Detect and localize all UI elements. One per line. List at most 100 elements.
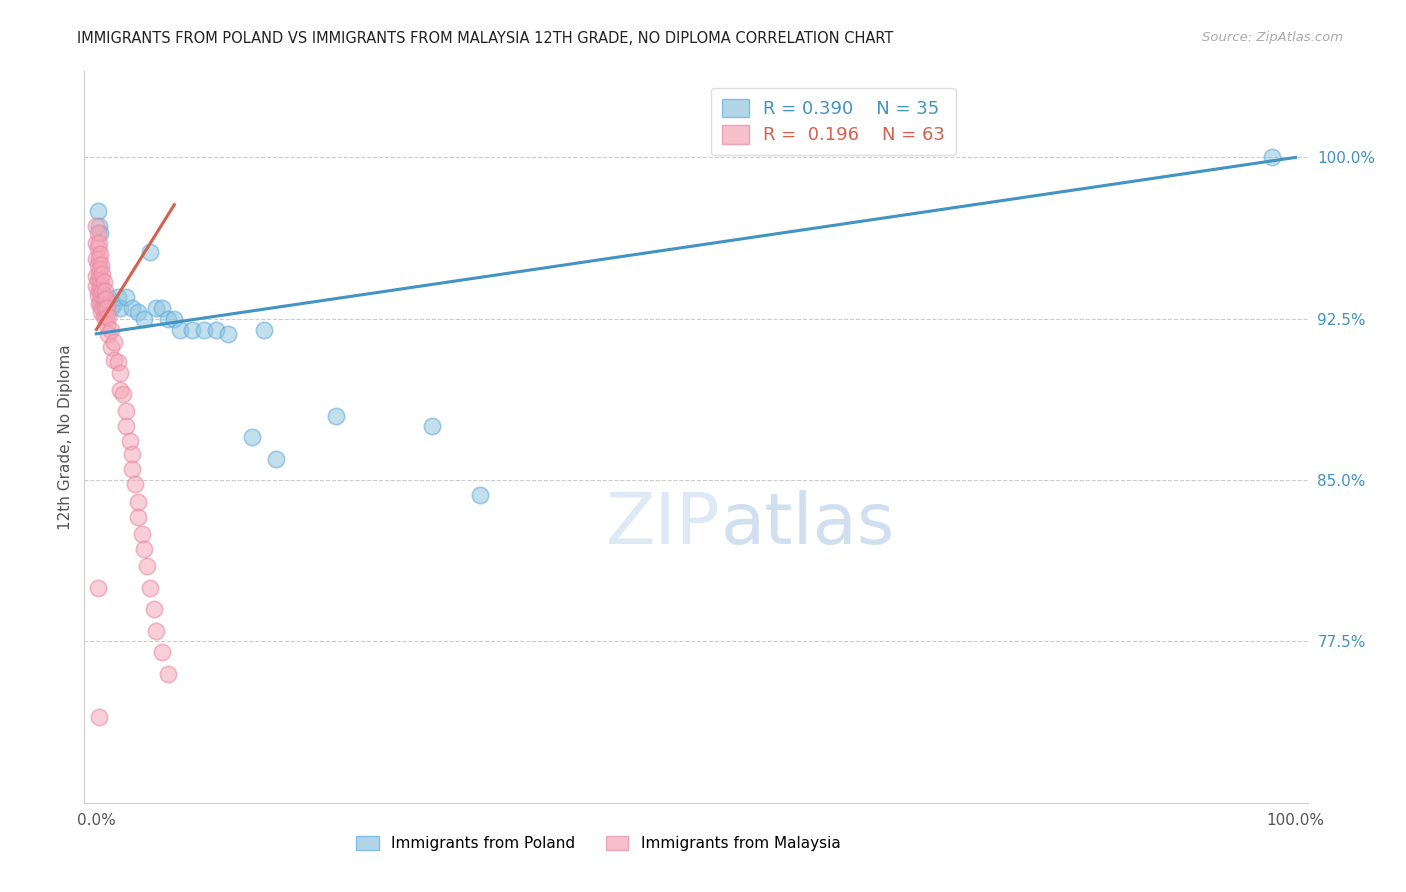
Point [145, 301, 167, 315]
Point [253, 322, 276, 336]
Point [94, 310, 117, 324]
Point [110, 301, 132, 315]
Point [93, 284, 117, 298]
Point [100, 301, 122, 315]
Point [115, 419, 138, 434]
Point [181, 322, 204, 336]
Point [97, 326, 120, 341]
Point [90, 258, 112, 272]
Point [142, 602, 165, 616]
Point [91, 290, 114, 304]
Point [90, 279, 112, 293]
Point [127, 494, 149, 508]
Point [97, 310, 120, 324]
Point [111, 387, 134, 401]
Y-axis label: 12th Grade, No Diploma: 12th Grade, No Diploma [58, 344, 73, 530]
Point [87, 252, 110, 266]
Point [1260, 150, 1282, 164]
Point [86, 219, 108, 234]
Point [89, 247, 111, 261]
Point [93, 293, 115, 307]
Point [96, 301, 118, 315]
Point [94, 301, 117, 315]
Point [115, 404, 138, 418]
Point [89, 294, 111, 309]
Point [93, 301, 117, 315]
Text: atlas: atlas [720, 491, 894, 559]
Point [163, 311, 186, 326]
Point [115, 290, 138, 304]
Point [420, 419, 443, 434]
Point [86, 204, 108, 219]
Point [134, 311, 156, 326]
Point [86, 288, 108, 302]
Point [86, 581, 108, 595]
Point [193, 322, 215, 336]
Point [131, 527, 153, 541]
Point [103, 352, 125, 367]
Legend: Immigrants from Poland, Immigrants from Malaysia: Immigrants from Poland, Immigrants from … [350, 830, 846, 857]
Point [139, 581, 162, 595]
Point [87, 296, 110, 310]
Point [118, 434, 141, 449]
Point [87, 219, 110, 234]
Point [264, 451, 287, 466]
Point [97, 290, 120, 304]
Point [205, 322, 228, 336]
Text: IMMIGRANTS FROM POLAND VS IMMIGRANTS FROM MALAYSIA 12TH GRADE, NO DIPLOMA CORREL: IMMIGRANTS FROM POLAND VS IMMIGRANTS FRO… [77, 31, 894, 46]
Point [86, 258, 108, 272]
Point [157, 311, 180, 326]
Point [89, 226, 111, 240]
Point [87, 284, 110, 298]
Point [91, 267, 114, 281]
Point [93, 296, 115, 310]
Point [86, 236, 108, 251]
Point [157, 666, 180, 681]
Point [90, 273, 112, 287]
Point [127, 305, 149, 319]
Point [110, 383, 132, 397]
Point [86, 252, 108, 266]
Point [91, 301, 114, 315]
Point [121, 462, 143, 476]
Point [150, 301, 173, 315]
Point [217, 326, 239, 341]
Point [93, 275, 115, 289]
Point [89, 262, 111, 277]
Text: ZIP: ZIP [606, 491, 720, 559]
Point [325, 409, 347, 423]
Point [90, 288, 112, 302]
Point [87, 236, 110, 251]
Point [107, 355, 129, 369]
Point [121, 447, 143, 461]
Point [93, 301, 117, 315]
Point [100, 340, 122, 354]
Point [150, 645, 173, 659]
Point [139, 245, 162, 260]
Point [86, 241, 108, 255]
Point [135, 559, 157, 574]
Point [121, 301, 143, 315]
Point [110, 366, 132, 380]
Point [468, 488, 491, 502]
Point [86, 273, 108, 287]
Point [124, 477, 146, 491]
Point [91, 284, 114, 298]
Point [89, 279, 111, 293]
Point [94, 293, 117, 307]
Point [107, 290, 129, 304]
Point [134, 541, 156, 556]
Point [240, 430, 263, 444]
Point [127, 509, 149, 524]
Point [86, 226, 108, 240]
Point [103, 296, 125, 310]
Text: Source: ZipAtlas.com: Source: ZipAtlas.com [1202, 31, 1343, 45]
Point [96, 318, 118, 333]
Point [96, 294, 118, 309]
Point [169, 322, 191, 336]
Point [103, 335, 125, 350]
Point [86, 268, 108, 283]
Point [86, 279, 108, 293]
Point [87, 710, 110, 724]
Point [145, 624, 167, 638]
